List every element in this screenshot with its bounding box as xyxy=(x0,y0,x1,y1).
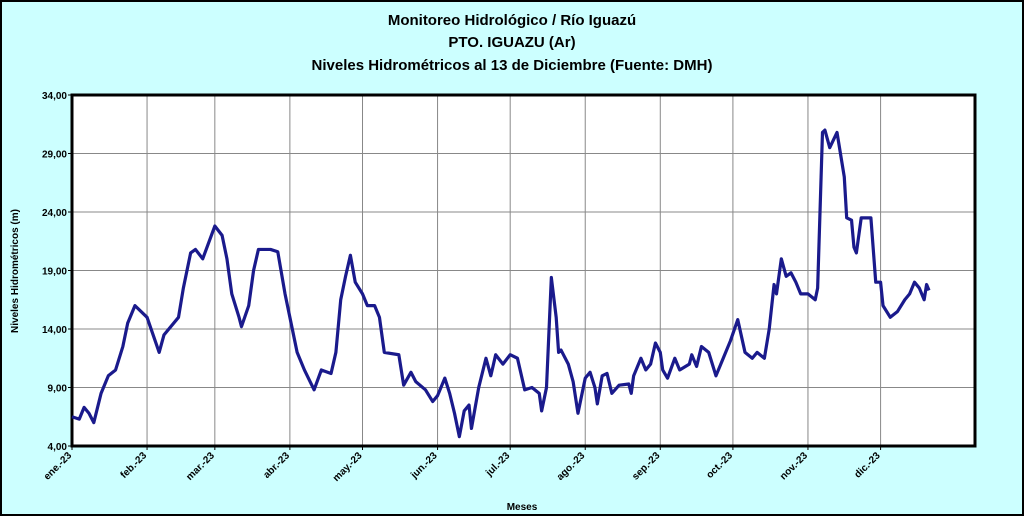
y-tick-label: 29,00 xyxy=(42,150,67,161)
chart-title: Monitoreo Hidrológico / Río Iguazú xyxy=(388,12,636,29)
chart-subtitle: PTO. IGUAZU (Ar) xyxy=(448,34,575,51)
x-axis-title: Meses xyxy=(507,502,538,513)
data-line xyxy=(71,128,931,439)
y-tick-label: 24,00 xyxy=(42,208,67,219)
y-tick-label: 4,00 xyxy=(48,442,68,453)
chart-subtitle: Niveles Hidrométricos al 13 de Diciembre… xyxy=(312,57,713,74)
y-tick-label: 9,00 xyxy=(48,384,68,395)
y-tick-label: 19,00 xyxy=(42,267,67,278)
plot-border xyxy=(70,93,977,448)
y-tick-label: 14,00 xyxy=(42,325,67,336)
y-axis-title: Niveles Hidrométricos (m) xyxy=(10,209,21,333)
y-tick-label: 34,00 xyxy=(42,91,67,102)
